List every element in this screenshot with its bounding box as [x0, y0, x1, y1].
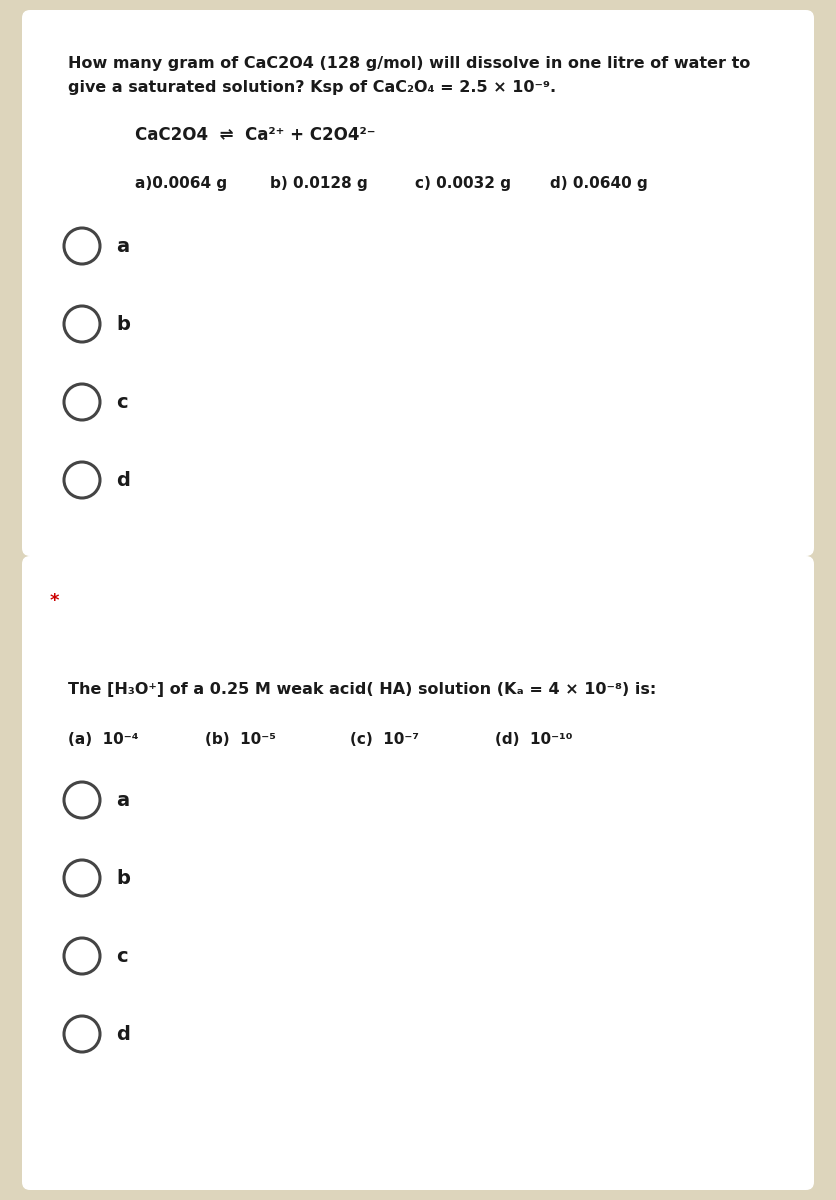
- Text: b: b: [116, 869, 130, 888]
- Text: d) 0.0640 g: d) 0.0640 g: [550, 176, 648, 191]
- Text: c) 0.0032 g: c) 0.0032 g: [415, 176, 511, 191]
- Text: d: d: [116, 470, 130, 490]
- Text: (d)  10⁻¹⁰: (d) 10⁻¹⁰: [495, 732, 573, 746]
- Text: c: c: [116, 392, 128, 412]
- Text: a)0.0064 g: a)0.0064 g: [135, 176, 227, 191]
- Text: The [H₃O⁺] of a 0.25 M weak acid( HA) solution (Kₐ = 4 × 10⁻⁸) is:: The [H₃O⁺] of a 0.25 M weak acid( HA) so…: [68, 682, 656, 697]
- Text: a: a: [116, 791, 129, 810]
- Text: CaC2O4  ⇌  Ca²⁺ + C2O4²⁻: CaC2O4 ⇌ Ca²⁺ + C2O4²⁻: [135, 126, 375, 144]
- Text: How many gram of CaC2O4 (128 g/mol) will dissolve in one litre of water to: How many gram of CaC2O4 (128 g/mol) will…: [68, 56, 751, 71]
- Text: (a)  10⁻⁴: (a) 10⁻⁴: [68, 732, 139, 746]
- Text: b) 0.0128 g: b) 0.0128 g: [270, 176, 368, 191]
- Text: b: b: [116, 314, 130, 334]
- Text: (b)  10⁻⁵: (b) 10⁻⁵: [205, 732, 276, 746]
- Text: *: *: [50, 592, 59, 610]
- FancyBboxPatch shape: [22, 10, 814, 556]
- Text: give a saturated solution? Ksp of CaC₂O₄ = 2.5 × 10⁻⁹.: give a saturated solution? Ksp of CaC₂O₄…: [68, 80, 556, 95]
- FancyBboxPatch shape: [22, 556, 814, 1190]
- Text: (c)  10⁻⁷: (c) 10⁻⁷: [350, 732, 419, 746]
- Text: d: d: [116, 1025, 130, 1044]
- Text: c: c: [116, 947, 128, 966]
- Text: a: a: [116, 236, 129, 256]
